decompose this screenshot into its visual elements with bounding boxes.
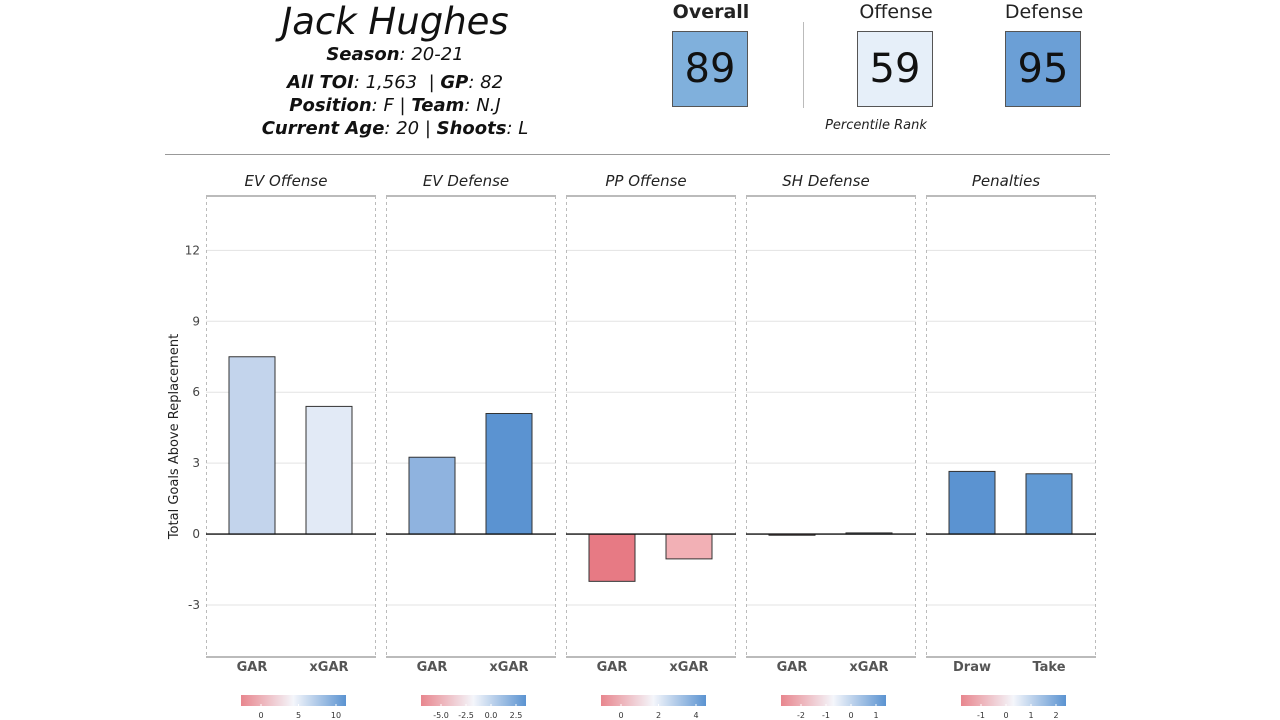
- color-legend-bar: [421, 695, 526, 706]
- legend-tick-label: 2: [656, 711, 661, 720]
- x-tick-label: GAR: [777, 660, 808, 675]
- percentile-caption: Percentile Rank: [825, 118, 927, 133]
- y-tick-label: 9: [192, 314, 200, 328]
- y-tick-label: 6: [192, 385, 200, 399]
- toi-gp-line: All TOI: 1,563 | GP: 82: [286, 72, 504, 93]
- bar-draw: [948, 470, 996, 535]
- x-tick-label: GAR: [237, 660, 268, 675]
- bar-xgar: [665, 533, 713, 560]
- y-axis-label: Total Goals Above Replacement: [167, 334, 182, 540]
- overall-label: Overall: [672, 1, 750, 23]
- panel-title: SH Defense: [782, 172, 869, 190]
- gp-value: 82: [480, 72, 504, 93]
- bar-gar: [588, 533, 636, 582]
- offense-score-box: 59: [857, 31, 933, 107]
- color-legend-bar: [601, 695, 706, 706]
- gp-label: GP: [440, 72, 469, 93]
- legend-tick-label: -1: [977, 711, 985, 720]
- legend-tick-label: 1: [1028, 711, 1033, 720]
- toi-value: 1,563: [365, 72, 418, 93]
- legend-tick-label: -1: [822, 711, 830, 720]
- y-tick-label: 3: [192, 456, 200, 470]
- legend-tick-label: 5: [296, 711, 301, 720]
- season-value: 20-21: [411, 44, 464, 65]
- legend-tick-label: -2: [797, 711, 805, 720]
- player-name: Jack Hughes: [281, 0, 509, 43]
- team-value: N.J: [476, 95, 501, 116]
- legend-tick-label: 0.0: [485, 711, 498, 720]
- bar-xgar: [305, 405, 353, 535]
- position-team-line: Position: F | Team: N.J: [289, 95, 501, 116]
- legend-tick-label: 2.5: [510, 711, 523, 720]
- legend-tick-label: 0: [618, 711, 623, 720]
- team-label: Team: [411, 95, 465, 116]
- position-label: Position: [289, 95, 372, 116]
- shoots-value: L: [518, 118, 529, 139]
- age-label: Current Age: [261, 118, 385, 139]
- bar-take: [1025, 473, 1073, 535]
- legend-tick-label: -2.5: [458, 711, 474, 720]
- shoots-label: Shoots: [436, 118, 507, 139]
- y-tick-label: 0: [192, 527, 200, 541]
- legend-tick-label: 10: [331, 711, 341, 720]
- defense-label: Defense: [1004, 1, 1084, 23]
- toi-label: All TOI: [286, 72, 354, 93]
- x-tick-label: GAR: [417, 660, 448, 675]
- age-value: 20: [396, 118, 420, 139]
- season-label: Season: [326, 44, 400, 65]
- panel-title: EV Defense: [423, 172, 509, 190]
- panel-title: EV Offense: [245, 172, 328, 190]
- legend-tick-label: 0: [848, 711, 853, 720]
- x-tick-label: xGAR: [309, 660, 348, 675]
- panel-title: PP Offense: [605, 172, 686, 190]
- y-tick-label: 12: [185, 243, 200, 257]
- x-tick-label: Draw: [953, 660, 991, 675]
- offense-label: Offense: [859, 1, 933, 23]
- y-tick-label: -3: [188, 598, 200, 612]
- bar-gar: [408, 456, 456, 535]
- age-shoots-line: Current Age: 20 | Shoots: L: [261, 118, 529, 139]
- panel-title: Penalties: [972, 172, 1040, 190]
- score-divider: [803, 22, 804, 108]
- color-legend-bar: [241, 695, 346, 706]
- defense-score-box: 95: [1005, 31, 1081, 107]
- x-tick-label: xGAR: [669, 660, 708, 675]
- color-legend-bar: [781, 695, 886, 706]
- overall-score-box: 89: [672, 31, 748, 107]
- legend-tick-label: 0: [258, 711, 263, 720]
- legend-tick-label: -5.0: [433, 711, 449, 720]
- x-tick-label: xGAR: [489, 660, 528, 675]
- legend-tick-label: 0: [1003, 711, 1008, 720]
- x-tick-label: Take: [1032, 660, 1065, 675]
- header-divider: [165, 154, 1110, 155]
- season-line: Season: 20-21: [326, 44, 464, 65]
- color-legend-bar: [961, 695, 1066, 706]
- position-value: F: [383, 95, 394, 116]
- legend-tick-label: 1: [873, 711, 878, 720]
- legend-tick-label: 4: [693, 711, 698, 720]
- x-tick-label: xGAR: [849, 660, 888, 675]
- bar-xgar: [485, 412, 533, 535]
- legend-tick-label: 2: [1053, 711, 1058, 720]
- x-tick-label: GAR: [597, 660, 628, 675]
- bar-gar: [228, 356, 276, 535]
